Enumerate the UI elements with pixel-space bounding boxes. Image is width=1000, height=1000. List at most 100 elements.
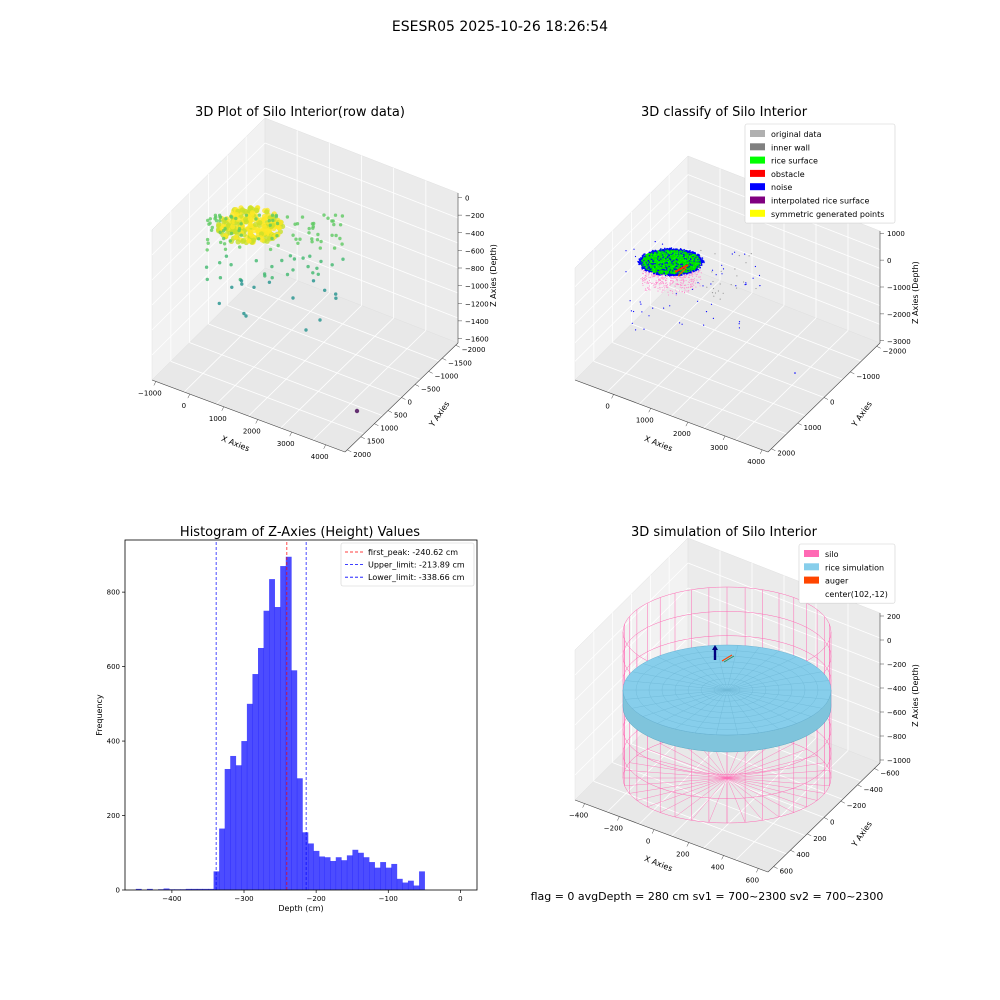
p4-legend-swatch: [804, 589, 819, 597]
p1-point: [310, 240, 314, 244]
p2-original-point: [730, 284, 732, 286]
p2-grid-line: [669, 286, 862, 362]
p2-surface-point: [681, 263, 684, 265]
p2-interpolated-point: [659, 279, 661, 281]
p2-surface-point: [696, 266, 699, 268]
p2-interpolated-point: [642, 278, 644, 280]
p1-z-tick-label: −400: [465, 230, 484, 238]
p2-interpolated-point: [693, 278, 696, 280]
p1-point: [310, 222, 315, 226]
p2-surface-point: [674, 264, 676, 266]
p2-surface-point: [656, 252, 658, 254]
histogram-y-tick-label: 400: [107, 738, 120, 746]
p2-original-point: [743, 281, 745, 283]
p1-point: [230, 224, 236, 230]
p2-interpolated-point: [670, 283, 672, 285]
histogram-bar: [363, 857, 370, 890]
p2-interpolated-point: [646, 281, 648, 283]
p4-silo-floor-spoke: [726, 755, 818, 779]
p2-interpolated-point: [669, 289, 671, 292]
panel-simulation-3d: 3D simulation of Silo Interior −400 −200 0…: [569, 525, 920, 884]
p4-rice-mesh: [625, 680, 728, 691]
p4-rice-mesh: [726, 689, 823, 709]
p1-point: [275, 234, 279, 238]
p2-surface-point: [647, 259, 650, 262]
p2-interpolated-point: [657, 287, 659, 289]
p2-interpolated-point: [652, 282, 654, 284]
p2-interpolated-point: [683, 281, 685, 283]
p1-point: [318, 318, 322, 322]
p2-surface-point: [657, 269, 659, 272]
p2-original-point: [748, 255, 750, 257]
p1-z-tick-label: −600: [465, 247, 484, 255]
p2-original-point: [750, 253, 752, 255]
p4-rice-mesh: [657, 656, 728, 691]
histogram-bar: [246, 703, 253, 890]
p2-surface-point: [655, 259, 657, 261]
histogram-bar: [269, 579, 275, 890]
p2-interpolated-point: [661, 281, 663, 283]
p2-noise-point: [738, 327, 741, 329]
p2-noise-point: [697, 268, 699, 271]
p1-point: [222, 236, 226, 241]
p2-noise-point: [664, 274, 667, 277]
p2-surface-point: [684, 262, 687, 265]
p1-point: [230, 285, 234, 289]
p2-x-axis-label: X Axies: [643, 434, 674, 453]
p1-point: [257, 237, 261, 241]
p2-surface-point: [684, 260, 686, 262]
p1-point: [332, 246, 337, 250]
p1-grid-line: [264, 142, 459, 219]
p1-y-tick-label: 2000: [353, 451, 371, 459]
p2-surface-point: [689, 264, 692, 266]
p2-surface-point: [666, 256, 669, 258]
p2-interpolated-point: [694, 271, 697, 273]
p4-rice-mesh: [726, 656, 797, 691]
p2-interpolated-point: [695, 275, 697, 277]
p2-interpolated-point: [651, 283, 653, 285]
p2-noise-point: [649, 251, 652, 254]
p1-y-tick: [387, 410, 393, 413]
p2-interpolated-point: [644, 275, 646, 277]
p2-surface-point: [669, 257, 671, 260]
p2-noise-point: [638, 261, 640, 264]
p2-surface-point: [665, 272, 667, 274]
p2-noise-point: [639, 260, 642, 263]
p2-noise-point: [673, 248, 675, 251]
p2-interpolated-point: [689, 273, 691, 275]
p4-silo-floor-spoke: [726, 770, 830, 779]
p2-x-axis-line: [574, 379, 769, 453]
p2-interpolated-point: [691, 272, 694, 274]
p2-noise-point: [664, 247, 666, 250]
p1-point: [280, 258, 284, 263]
p2-noise-point: [650, 270, 653, 273]
p2-noise-point: [635, 329, 637, 331]
p2-interpolated-point: [655, 280, 657, 282]
p2-interpolated-point: [672, 281, 674, 283]
p4-legend-swatch: [804, 563, 819, 571]
p4-auger: [723, 655, 735, 663]
p2-interpolated-point: [682, 286, 684, 289]
panel-raw-data-3d: 3D Plot of Silo Interior(row data) −1000…: [138, 105, 498, 461]
p2-interpolated-point: [675, 294, 677, 296]
p1-point: [224, 254, 229, 258]
p2-interpolated-point: [662, 278, 664, 280]
p2-noise-point: [671, 248, 674, 251]
p2-surface-point: [665, 264, 667, 266]
p2-surface-point: [680, 260, 682, 262]
p2-interpolated-point: [659, 286, 661, 288]
p1-point: [252, 221, 259, 228]
p2-surface-point: [666, 260, 669, 262]
p2-interpolated-point: [644, 288, 647, 290]
p1-z-tick-label: −1600: [465, 336, 489, 344]
p2-legend-label: interpolated rice surface: [771, 197, 869, 206]
p2-interpolated-point: [700, 272, 702, 274]
p2-x-tick-label: 0: [605, 402, 609, 410]
p2-surface-point: [658, 261, 660, 264]
p2-interpolated-point: [644, 271, 646, 273]
p2-interpolated-point: [660, 274, 662, 276]
p1-point: [330, 263, 334, 267]
p2-interpolated-point: [674, 285, 676, 287]
p1-point: [204, 265, 209, 269]
p2-surface-point: [675, 258, 678, 260]
